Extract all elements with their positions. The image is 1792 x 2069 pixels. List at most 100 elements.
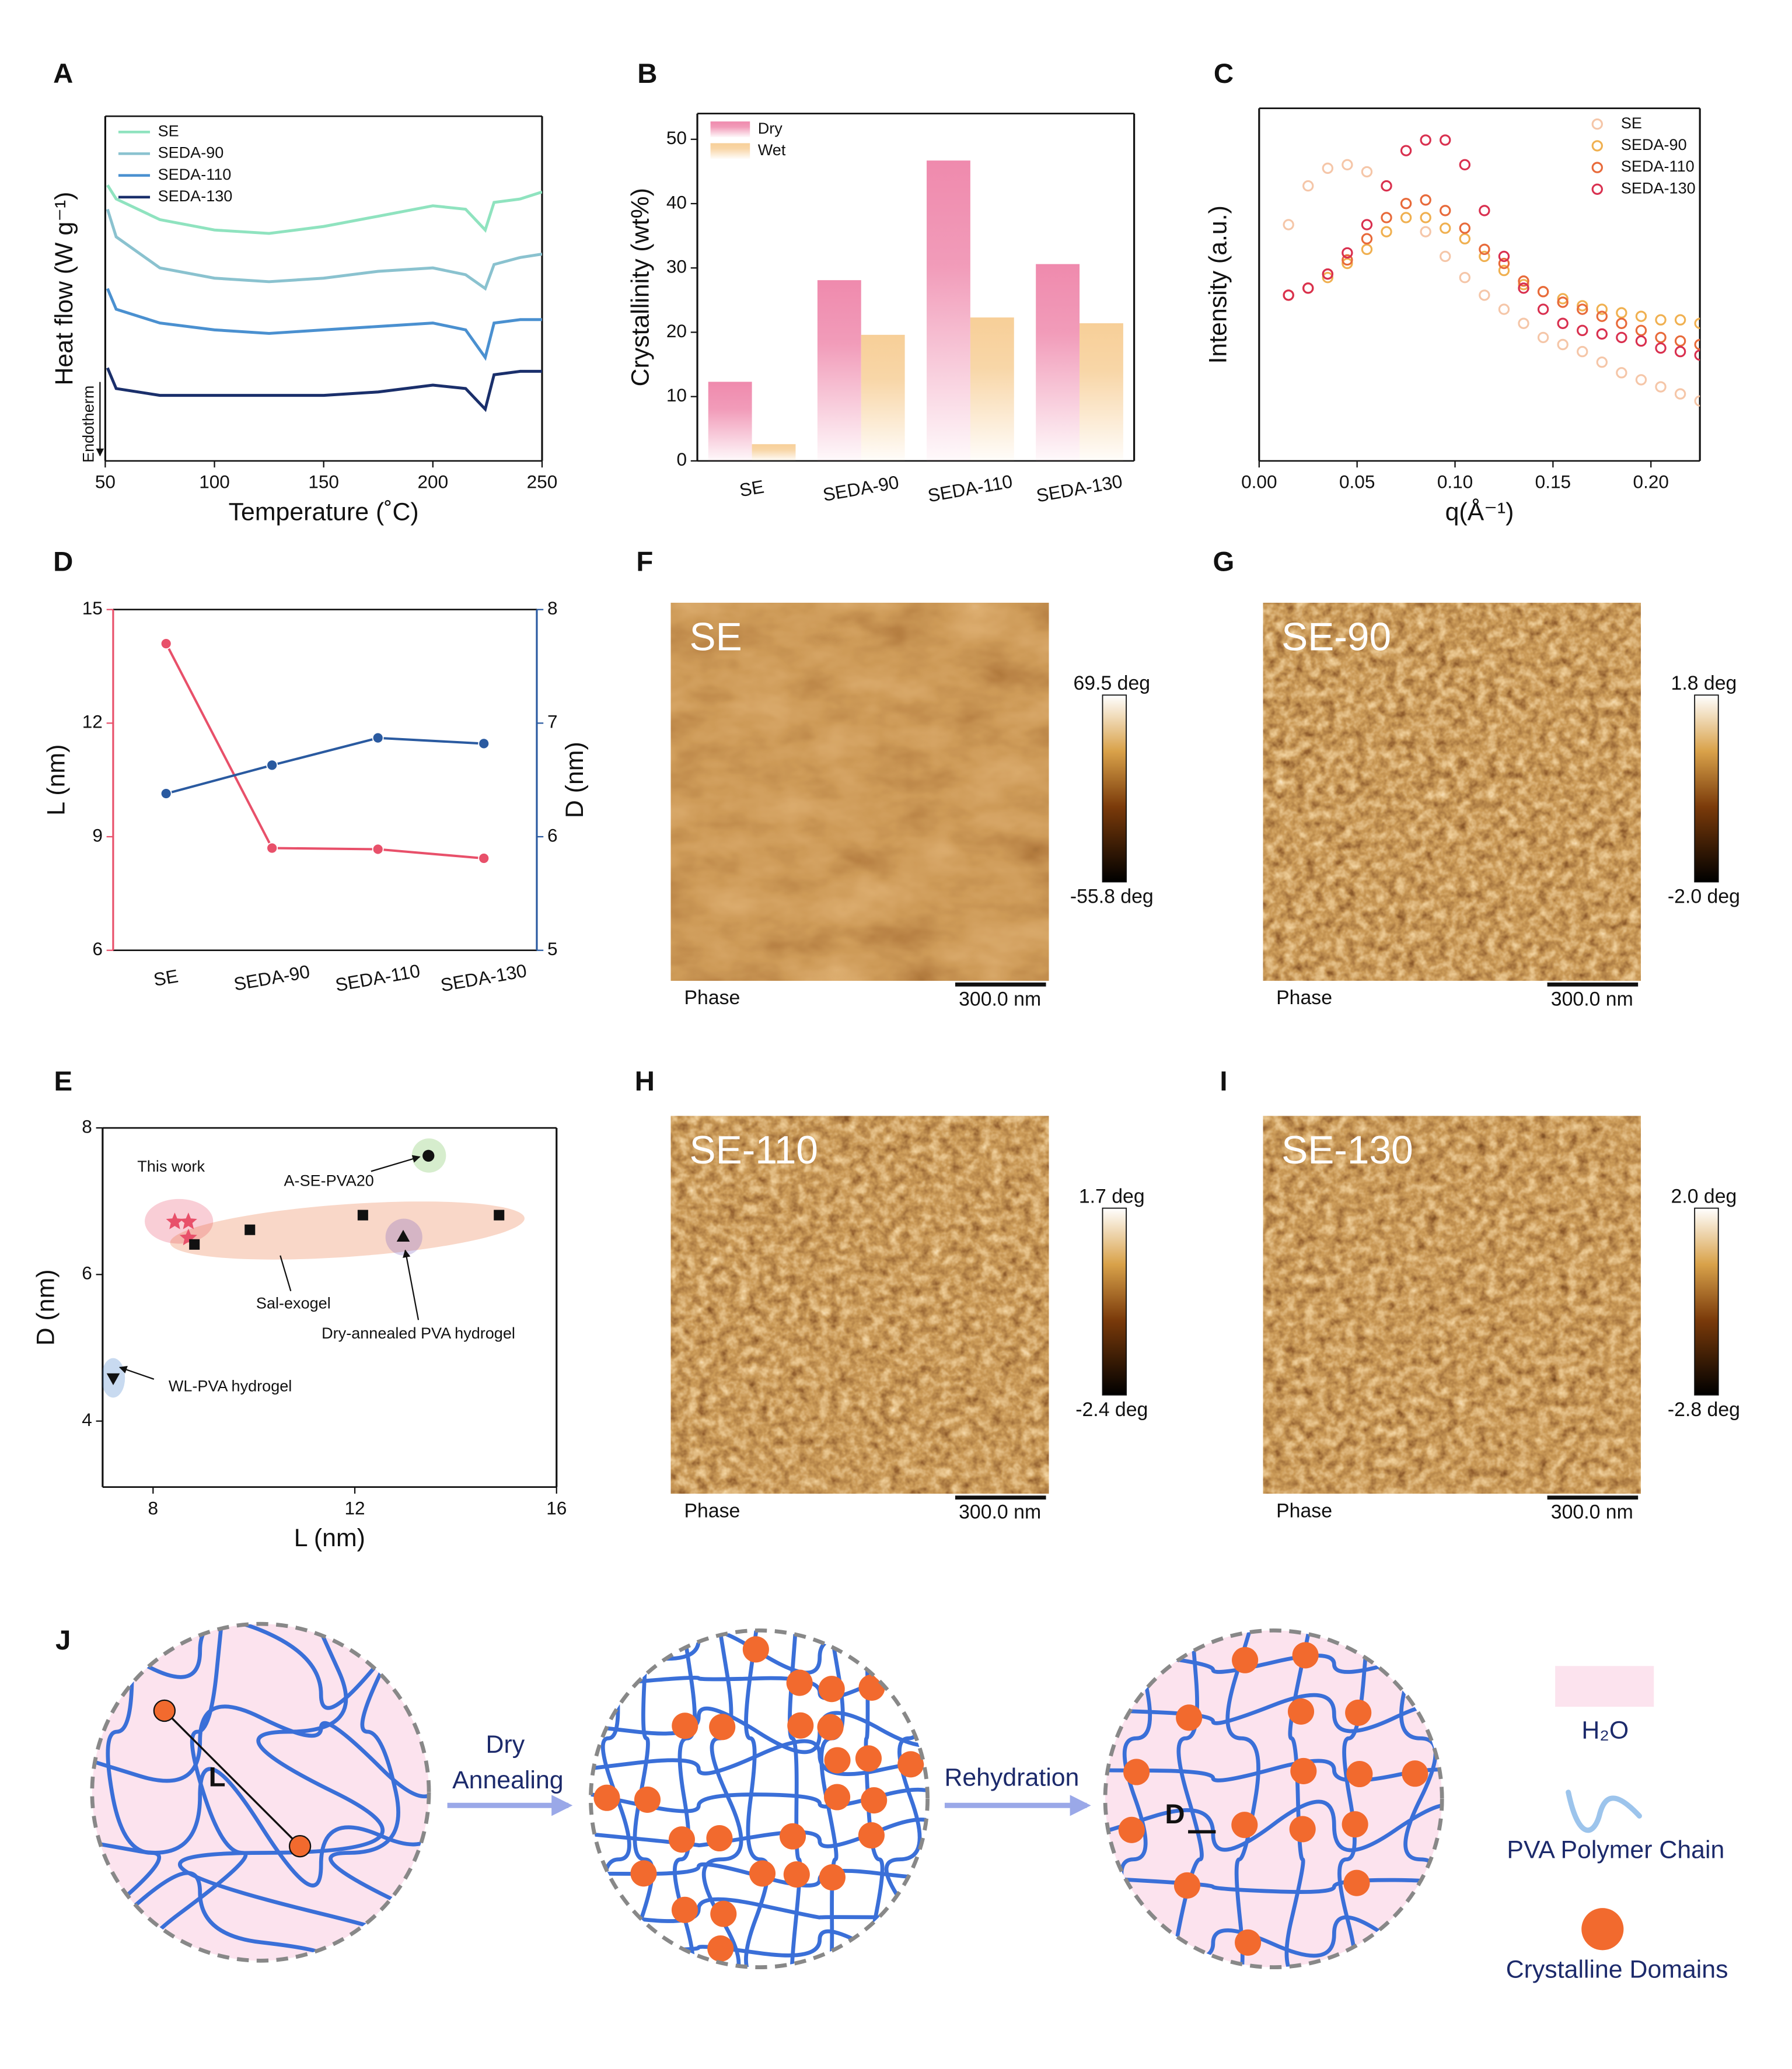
afm-title: SE-130 <box>1281 1128 1413 1172</box>
y-tick-label: 12 <box>82 711 103 732</box>
channel-label: Phase <box>684 1500 740 1522</box>
point <box>1361 219 1373 230</box>
panel-letter: J <box>55 1625 71 1656</box>
point <box>1440 222 1451 234</box>
point <box>1498 264 1510 277</box>
y-axis-label: D (nm) <box>32 1269 60 1345</box>
scale-label: 300.0 nm <box>1551 1501 1633 1523</box>
point <box>372 732 384 744</box>
point <box>1694 349 1700 361</box>
plot-area <box>708 160 1123 461</box>
legend-label: SE <box>1621 114 1642 132</box>
point <box>1440 134 1451 146</box>
legend-label: SE <box>158 122 179 139</box>
crystalline-domain <box>779 1823 806 1850</box>
legend-label: SEDA-90 <box>1621 136 1687 153</box>
crystalline-domain <box>1232 1647 1259 1673</box>
annotation-label: WL-PVA hydrogel <box>169 1377 292 1395</box>
colorbar <box>1102 694 1127 883</box>
crystalline-domain <box>749 1860 776 1887</box>
scale-label: 300.0 nm <box>959 1501 1041 1523</box>
afm-panel: I SE-130 2.0 deg -2.8 deg Phase 300.0 nm <box>1220 1066 1740 1523</box>
panel-letter: B <box>637 58 657 89</box>
crystalline-domain <box>671 1896 698 1923</box>
polymer-chain <box>744 1630 770 1967</box>
plot-area <box>1283 134 1700 407</box>
legend-chain <box>1566 1790 1642 1833</box>
point <box>1498 250 1510 263</box>
colorbar <box>1102 1207 1127 1396</box>
plot-area <box>165 643 484 860</box>
point <box>244 1224 256 1235</box>
legend-label: PVA Polymer Chain <box>1507 1836 1724 1864</box>
y-tick-label: 30 <box>666 256 687 277</box>
point <box>1557 317 1569 329</box>
x-axis-label: Temperature (˚C) <box>229 498 419 526</box>
point <box>1420 226 1431 237</box>
legend-label: SEDA-130 <box>1621 179 1696 197</box>
channel-label: Phase <box>1276 987 1332 1009</box>
crystalline-domain <box>855 1745 882 1772</box>
x-axis-label: L (nm) <box>294 1524 365 1552</box>
point <box>1459 222 1471 234</box>
crystalline-domain <box>634 1786 661 1813</box>
point <box>1361 233 1373 244</box>
polymer-chain <box>591 1818 928 1848</box>
annotation-line <box>280 1255 292 1292</box>
l-marker: L <box>209 1762 226 1793</box>
point <box>1361 166 1373 178</box>
point <box>166 1212 184 1229</box>
panel-letter: H <box>635 1066 655 1097</box>
point <box>1655 381 1667 393</box>
point <box>1322 271 1334 284</box>
point <box>1674 388 1686 400</box>
panel-letter: E <box>54 1066 72 1097</box>
afm-panel: H SE-110 1.7 deg -2.4 deg Phase 300.0 nm <box>635 1066 1148 1523</box>
legend-swatch <box>1591 118 1603 130</box>
legend-label: H₂O <box>1581 1716 1629 1744</box>
annotation: Endotherm <box>79 386 97 463</box>
point <box>1537 303 1549 315</box>
point <box>1616 331 1627 344</box>
bar <box>861 334 905 461</box>
point <box>1635 324 1647 337</box>
step-label: Rehydration <box>944 1764 1079 1792</box>
afm-image <box>670 603 1049 981</box>
point <box>1655 331 1667 344</box>
crystalline-domain <box>742 1636 769 1663</box>
crystalline-domain <box>897 1751 924 1778</box>
x-tick-label: 250 <box>527 471 558 492</box>
x-axis-label: q(Å⁻¹) <box>1445 498 1514 526</box>
point <box>1479 250 1490 263</box>
x-tick-label: SE <box>152 965 180 990</box>
y-tick-label: 6 <box>82 1263 92 1284</box>
annotation-line <box>371 1155 421 1172</box>
x-tick-label: 8 <box>148 1497 159 1518</box>
point <box>1577 300 1588 312</box>
chart-panel: A 50 100 150 200 250 Temperature (˚C) Heat flow… <box>50 58 557 526</box>
point <box>1342 254 1353 266</box>
point <box>1596 357 1608 368</box>
point <box>1616 307 1627 319</box>
crystalline-domain <box>786 1669 813 1696</box>
point <box>1655 314 1667 326</box>
crystalline-domain <box>861 1787 888 1814</box>
y2-tick-label: 8 <box>547 597 558 618</box>
crystalline-domain <box>709 1714 736 1741</box>
point <box>357 1210 368 1221</box>
point <box>494 1210 505 1221</box>
crystalline-domain <box>1289 1816 1316 1843</box>
point <box>1577 324 1588 337</box>
polymer-chain <box>1105 1799 1442 1853</box>
x-tick-label: 16 <box>546 1497 567 1518</box>
colorbar-min: -2.0 deg <box>1668 885 1740 907</box>
y-tick-label: 40 <box>666 191 687 212</box>
annotation-label: Sal-exogel <box>256 1294 331 1312</box>
y2-tick-label: 5 <box>547 938 558 959</box>
bar <box>1080 323 1123 461</box>
point <box>1283 219 1294 230</box>
step-label: Annealing <box>452 1766 564 1794</box>
crystalline-domain <box>668 1826 695 1853</box>
